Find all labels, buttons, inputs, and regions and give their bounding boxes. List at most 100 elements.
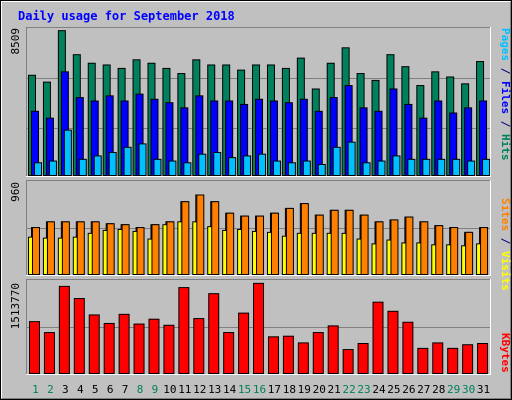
bar-kbytes: [327, 325, 339, 374]
bar-sites: [256, 215, 265, 275]
bar-pages: [437, 158, 446, 176]
bar-pages: [272, 160, 281, 176]
chart-bars: [28, 30, 491, 375]
bar-kbytes: [297, 342, 309, 375]
day-label: 28: [432, 383, 445, 396]
bar-kbytes: [282, 335, 294, 374]
day-label: 13: [208, 383, 221, 396]
bar-sites: [300, 203, 309, 275]
bar-pages: [258, 153, 267, 176]
bar-sites: [166, 221, 175, 275]
day-label: 6: [107, 383, 114, 396]
bar-kbytes: [267, 336, 279, 374]
day-label: 24: [372, 383, 386, 396]
day-label: 29: [447, 383, 460, 396]
bar-sites: [375, 221, 384, 275]
bar-kbytes: [193, 318, 205, 374]
legend-part: Sites: [499, 198, 512, 231]
bar-kbytes: [29, 321, 40, 375]
bar-pages: [34, 162, 42, 177]
legend-part: /: [499, 114, 512, 134]
day-label: 14: [223, 383, 237, 396]
bar-sites: [270, 212, 279, 275]
bar-pages: [302, 160, 311, 176]
bar-sites: [46, 221, 55, 275]
day-label: 2: [47, 383, 54, 396]
bar-pages: [153, 158, 162, 176]
bar-pages: [108, 151, 117, 177]
bar-pages: [213, 151, 222, 177]
day-labels: 1 2 3 4 5 6 7 8 9 10 11 12 13 14 15 16 17 18 19 20 21 22 23 24 2…: [32, 383, 490, 396]
bar-kbytes: [223, 332, 235, 375]
bar-sites: [420, 221, 429, 275]
legend-part: Pages: [499, 28, 512, 61]
bar-kbytes: [208, 293, 220, 374]
bar-sites: [181, 201, 190, 275]
legend-pages-files-hits: Pages / Files / Hits: [499, 28, 512, 161]
bar-pages: [243, 155, 252, 176]
bar-sites: [285, 207, 294, 276]
bar-pages: [287, 162, 296, 177]
bar-kbytes: [253, 282, 265, 375]
day-label: 17: [268, 383, 281, 396]
bar-kbytes: [342, 349, 354, 375]
bar-pages: [63, 129, 72, 176]
day-label: 4: [77, 383, 84, 396]
bar-pages: [78, 158, 87, 176]
day-label: 11: [178, 383, 191, 396]
bar-kbytes: [477, 343, 489, 375]
bar-kbytes: [103, 322, 115, 374]
bar-sites: [435, 225, 444, 276]
legend-part: Visits: [499, 251, 512, 291]
y-axis-max-hits: 8509: [9, 28, 22, 55]
bar-kbytes: [417, 347, 429, 375]
bar-sites: [450, 227, 459, 275]
bar-sites: [405, 216, 414, 276]
bar-pages: [332, 146, 341, 177]
bar-kbytes: [462, 344, 474, 374]
bar-sites: [480, 227, 489, 275]
day-label: 3: [62, 383, 69, 396]
y-axis-max-sites: 960: [9, 182, 22, 202]
bar-pages: [482, 158, 491, 176]
day-label: 1: [32, 383, 39, 396]
day-label: 30: [462, 383, 475, 396]
bar-sites: [345, 209, 354, 275]
bar-pages: [228, 157, 237, 177]
bar-sites: [241, 215, 250, 275]
legend-kbytes: KBytes: [499, 333, 512, 373]
bar-kbytes: [387, 310, 399, 375]
bar-sites: [211, 201, 220, 275]
bar-sites: [76, 221, 85, 275]
day-label: 5: [92, 383, 99, 396]
day-label: 26: [402, 383, 415, 396]
bar-kbytes: [88, 314, 100, 374]
day-label: 8: [137, 383, 144, 396]
bar-pages: [362, 162, 371, 177]
bar-sites: [151, 224, 160, 275]
bar-kbytes: [372, 301, 384, 374]
day-label: 12: [193, 383, 206, 396]
day-label: 7: [122, 383, 129, 396]
bar-pages: [392, 155, 401, 176]
bar-kbytes: [357, 343, 369, 375]
day-label: 15: [238, 383, 251, 396]
bar-pages: [138, 143, 147, 177]
bar-sites: [226, 212, 235, 275]
day-label: 9: [152, 383, 159, 396]
bar-sites: [465, 231, 474, 275]
bar-pages: [407, 158, 416, 176]
day-label: 19: [298, 383, 311, 396]
bar-pages: [347, 141, 356, 176]
bar-kbytes: [118, 313, 130, 374]
bar-kbytes: [402, 321, 414, 375]
day-label: 23: [357, 383, 370, 396]
chart-title: Daily usage for September 2018: [18, 9, 235, 23]
day-label: 20: [313, 383, 326, 396]
bar-sites: [91, 221, 100, 275]
day-label: 21: [328, 383, 341, 396]
bar-pages: [198, 153, 207, 176]
bar-sites: [196, 194, 205, 275]
